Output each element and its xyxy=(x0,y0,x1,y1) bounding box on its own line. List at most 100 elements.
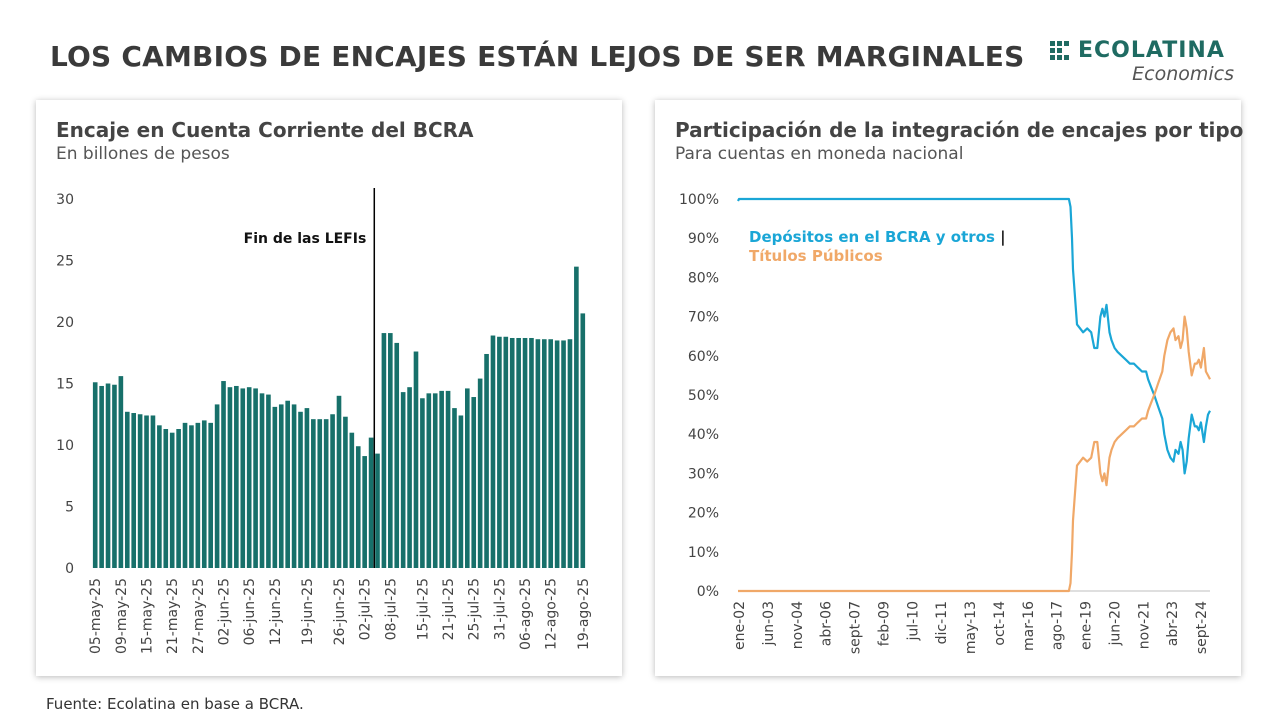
line-chart-subtitle: Para cuentas en moneda nacional xyxy=(675,144,964,164)
legend-label-depositos: Depósitos en el BCRA y otros xyxy=(749,228,995,246)
bar xyxy=(394,342,400,568)
line-x-tick-label: feb-09 xyxy=(876,601,892,646)
bar-y-tick-label: 10 xyxy=(56,438,74,454)
bar-y-tick-label: 0 xyxy=(65,561,74,577)
bar xyxy=(137,414,143,568)
bar xyxy=(509,337,515,568)
series-line xyxy=(738,315,1211,593)
bar-x-tick-label: 27-may-25 xyxy=(191,578,207,654)
line-x-tick-label: dic-11 xyxy=(934,601,950,644)
bar-x-tick-label: 31-jul-25 xyxy=(492,578,508,640)
page-title: LOS CAMBIOS DE ENCAJES ESTÁN LEJOS DE SE… xyxy=(50,40,1025,73)
bar-x-tick-label: 19-ago-25 xyxy=(576,578,592,650)
line-x-tick-label: jul-10 xyxy=(905,601,921,642)
bar xyxy=(471,397,477,568)
line-x-tick-label: jun-20 xyxy=(1107,601,1123,647)
bar xyxy=(221,381,226,568)
bar xyxy=(381,333,387,568)
bar-chart: 0 5 10 15 20 25 30 Fin de las LEFIs 05-may-25 09-… xyxy=(56,188,592,654)
line-x-tick-label: ene-02 xyxy=(732,601,748,650)
bar xyxy=(355,446,361,568)
line-x-tick-label: ago-17 xyxy=(1050,601,1066,650)
line-x-tick-label: sept-07 xyxy=(848,601,864,654)
bar xyxy=(497,336,502,568)
bar-x-tick-label: 02-jul-25 xyxy=(358,578,374,640)
line-y-tick-label: 0% xyxy=(697,584,719,600)
bar xyxy=(554,340,560,568)
bar xyxy=(490,335,496,568)
bar xyxy=(407,387,412,568)
bar-x-tick-label: 05-may-25 xyxy=(88,578,104,654)
lefi-annotation: Fin de las LEFIs xyxy=(244,231,367,247)
line-x-tick-label: sept-24 xyxy=(1194,601,1210,654)
line-y-tick-label: 80% xyxy=(688,270,719,286)
bar xyxy=(304,408,310,568)
logo-grid-icon xyxy=(1050,41,1069,60)
bar xyxy=(169,432,175,568)
bar xyxy=(311,419,316,568)
bar xyxy=(541,339,547,568)
bar xyxy=(343,416,348,568)
bar xyxy=(388,333,393,568)
bar-y-tick-label: 15 xyxy=(56,377,74,393)
bar-x-tick-label: 12-ago-25 xyxy=(544,578,560,650)
line-y-tick-label: 60% xyxy=(688,349,719,365)
bar xyxy=(150,415,156,568)
logo-name: ECOLATINA xyxy=(1078,38,1225,63)
bar xyxy=(323,419,329,568)
bar xyxy=(266,394,271,568)
bar xyxy=(105,383,111,568)
bar xyxy=(535,339,541,568)
bar xyxy=(246,387,252,568)
bar xyxy=(112,384,117,568)
bar xyxy=(285,400,290,568)
bar-x-tick-label: 02-jun-25 xyxy=(217,578,233,645)
bar-x-tick-label: 08-jul-25 xyxy=(383,578,399,640)
bar-y-tick-label: 20 xyxy=(56,315,74,331)
bar xyxy=(291,404,297,568)
bar xyxy=(336,395,342,568)
bar xyxy=(208,422,213,568)
bar xyxy=(413,351,419,568)
line-y-tick-label: 30% xyxy=(688,466,719,482)
line-y-tick-label: 20% xyxy=(688,506,719,522)
line-x-tick-label: abr-23 xyxy=(1165,601,1181,646)
bar xyxy=(118,376,124,568)
line-x-tick-label: nov-21 xyxy=(1136,601,1152,649)
bar xyxy=(163,429,169,568)
line-x-tick-label: mar-16 xyxy=(1021,601,1037,651)
bar xyxy=(561,340,566,568)
bar-x-tick-label: 15-may-25 xyxy=(140,578,156,654)
bar xyxy=(298,411,303,568)
bar-chart-panel: Encaje en Cuenta Corriente del BCRA En b… xyxy=(36,100,622,676)
line-x-tick-label: may-13 xyxy=(963,601,979,654)
bar xyxy=(201,420,207,568)
line-y-tick-label: 100% xyxy=(679,192,719,208)
bar xyxy=(400,392,406,568)
bar xyxy=(349,432,355,568)
bar xyxy=(92,382,98,568)
bar xyxy=(253,388,258,568)
line-y-tick-label: 40% xyxy=(688,427,719,443)
bar xyxy=(580,313,586,568)
bar xyxy=(522,337,528,568)
bar xyxy=(426,393,432,568)
bar-x-tick-label: 06-ago-25 xyxy=(518,578,534,650)
ecolatina-logo: ECOLATINA Economics xyxy=(1050,38,1240,88)
source-note: Fuente: Ecolatina en base a BCRA. xyxy=(46,695,304,713)
bar xyxy=(465,388,470,568)
bar xyxy=(214,404,220,568)
bar xyxy=(477,378,483,568)
series-line xyxy=(737,197,1211,475)
bar-chart-title: Encaje en Cuenta Corriente del BCRA xyxy=(56,118,474,142)
bar xyxy=(272,406,278,568)
line-chart-title: Participación de la integración de encaj… xyxy=(675,118,1244,142)
bar xyxy=(176,429,181,568)
bar-x-tick-label: 25-jul-25 xyxy=(467,578,483,640)
bar xyxy=(368,437,374,568)
bar xyxy=(234,385,239,568)
bar-x-tick-label: 19-jun-25 xyxy=(300,578,316,645)
bar-chart-subtitle: En billones de pesos xyxy=(56,144,230,164)
line-y-tick-label: 90% xyxy=(688,231,719,247)
legend-label-titulos: Títulos Públicos xyxy=(749,247,883,265)
